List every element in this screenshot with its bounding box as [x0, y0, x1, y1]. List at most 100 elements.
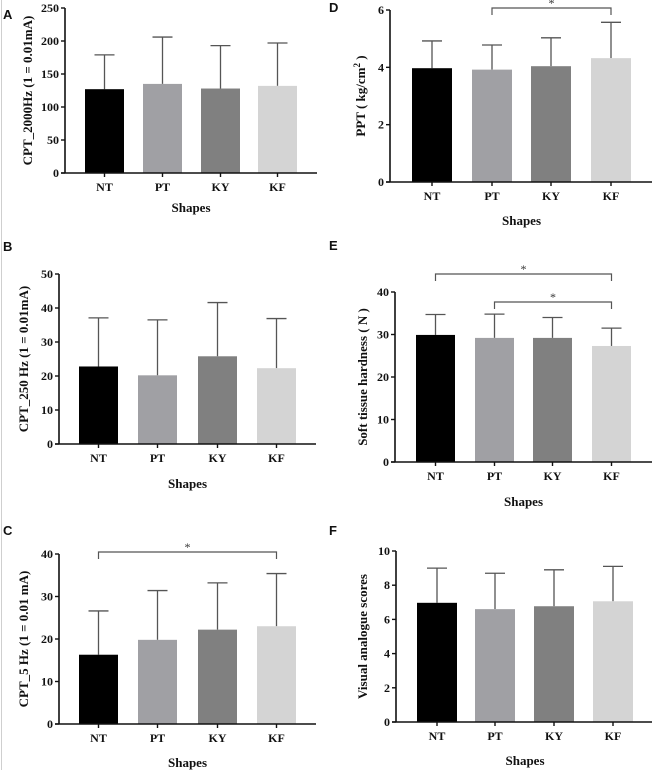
- bar-nt: [79, 654, 118, 724]
- x-tick-label: NT: [90, 731, 107, 745]
- significance-star: *: [549, 0, 555, 10]
- x-tick-label: NT: [424, 189, 441, 203]
- y-tick-label: 4: [378, 60, 384, 74]
- bar-kf: [258, 85, 297, 173]
- bar-ky: [531, 66, 571, 182]
- bar-ky: [534, 606, 574, 722]
- y-tick-label: 20: [41, 632, 53, 646]
- x-tick-label: NT: [90, 451, 107, 465]
- significance-star: *: [521, 262, 527, 276]
- y-axis-title-end: ): [353, 55, 368, 63]
- x-tick-label: PT: [487, 729, 502, 743]
- significance-bracket: *: [434, 262, 613, 281]
- x-tick-label: PT: [150, 731, 165, 745]
- bar-pt: [475, 337, 514, 462]
- bar-ky: [201, 88, 240, 173]
- bar-nt: [412, 68, 452, 182]
- x-tick-label: KF: [603, 189, 620, 203]
- y-tick-label: 30: [41, 590, 53, 604]
- bar-nt: [416, 334, 455, 462]
- x-tick-label: NT: [427, 469, 444, 483]
- x-tick-label: KF: [603, 469, 620, 483]
- bar-ky: [198, 356, 237, 444]
- x-tick-label: PT: [487, 469, 502, 483]
- y-tick-label: 0: [47, 717, 53, 731]
- panel-letter: B: [3, 239, 12, 254]
- chart-panel-f: F 0 2 4 6 8 10 NT PT KY KF Shapes Visual analogue sc…: [329, 523, 652, 768]
- bar-nt: [85, 89, 124, 173]
- bar-nt: [79, 366, 118, 444]
- bar-pt: [143, 83, 182, 173]
- x-tick-label: KF: [268, 451, 285, 465]
- bar-pt: [475, 609, 515, 722]
- x-tick-label: KF: [269, 180, 286, 194]
- y-tick-label: 200: [41, 34, 59, 48]
- bracket-line: [434, 273, 613, 281]
- y-tick-label: 10: [41, 403, 53, 417]
- y-axis-title: Visual analogue scores: [355, 574, 370, 699]
- x-tick-label: KY: [544, 469, 562, 483]
- x-tick-label: KF: [605, 729, 622, 743]
- y-tick-label: 50: [47, 133, 59, 147]
- chart-panel-c: C 0 10 20 30 40 NT PT KY KF Shapes CPT_5 Hz (1 = 0.…: [3, 523, 316, 770]
- x-axis-title: Shapes: [504, 494, 543, 509]
- x-tick-label: KY: [209, 731, 227, 745]
- x-axis-title: Shapes: [171, 200, 210, 215]
- bar-kf: [591, 58, 631, 182]
- x-axis-title: Shapes: [505, 753, 544, 768]
- panel-letter: E: [329, 238, 338, 253]
- x-tick-label: NT: [96, 180, 113, 194]
- bar-ky: [198, 629, 237, 724]
- y-tick-label: 150: [41, 67, 59, 81]
- y-tick-label: 10: [377, 413, 389, 427]
- panel-letter: C: [3, 523, 13, 538]
- bar-nt: [417, 602, 457, 722]
- y-tick-label: 0: [378, 175, 384, 189]
- y-tick-label: 0: [47, 437, 53, 451]
- x-axis-title: Shapes: [168, 476, 207, 491]
- y-tick-label: 250: [41, 1, 59, 15]
- bracket-line: [491, 7, 612, 15]
- bar-kf: [593, 601, 633, 722]
- y-tick-label: 6: [384, 612, 390, 626]
- y-tick-label: 40: [41, 301, 53, 315]
- y-tick-label: 50: [41, 267, 53, 281]
- significance-bracket: *: [493, 290, 613, 309]
- panel-letter: A: [3, 7, 13, 22]
- bar-pt: [138, 639, 177, 724]
- bar-kf: [257, 368, 296, 444]
- y-tick-label: 30: [41, 335, 53, 349]
- x-tick-label: PT: [150, 451, 165, 465]
- x-tick-label: KY: [545, 729, 563, 743]
- bar-ky: [533, 337, 572, 462]
- x-tick-label: NT: [429, 729, 446, 743]
- y-axis-title: PPT ( kg/cm2 ): [352, 55, 368, 136]
- y-tick-label: 2: [384, 681, 390, 695]
- y-axis-title: CPT_5 Hz (1 = 0.01 mA): [16, 571, 31, 708]
- significance-star: *: [185, 540, 191, 554]
- y-axis-title-sup: 2: [352, 63, 362, 68]
- bar-kf: [592, 345, 631, 462]
- panel-letter: F: [329, 523, 337, 538]
- x-tick-label: KY: [542, 189, 560, 203]
- y-tick-label: 8: [384, 578, 390, 592]
- y-tick-label: 0: [384, 715, 390, 729]
- y-tick-label: 0: [53, 166, 59, 180]
- y-tick-label: 0: [383, 455, 389, 469]
- y-tick-label: 20: [41, 369, 53, 383]
- y-tick-label: 2: [378, 118, 384, 132]
- bar-pt: [472, 69, 512, 182]
- y-tick-label: 10: [41, 675, 53, 689]
- y-axis-title: Soft tissue hardness ( N ): [355, 308, 370, 446]
- bar-kf: [257, 626, 296, 724]
- y-axis-title-main: PPT ( kg/cm: [353, 67, 368, 136]
- bracket-line: [97, 551, 278, 559]
- y-tick-label: 40: [377, 285, 389, 299]
- x-tick-label: PT: [484, 189, 499, 203]
- y-tick-label: 100: [41, 100, 59, 114]
- y-tick-label: 6: [378, 3, 384, 17]
- significance-star: *: [550, 290, 556, 304]
- y-tick-label: 30: [377, 328, 389, 342]
- left-border-rule: [1, 0, 2, 770]
